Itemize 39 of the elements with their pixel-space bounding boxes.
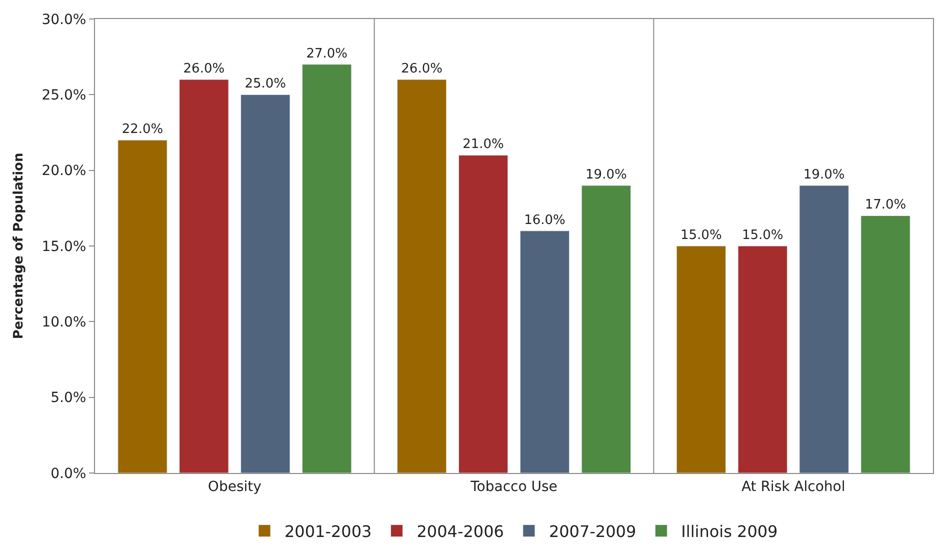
bar: [118, 140, 168, 473]
legend-label: 2004-2006: [416, 522, 504, 541]
y-tick-label: 5.0%: [50, 390, 86, 406]
data-label: 15.0%: [680, 228, 722, 243]
bar: [302, 64, 352, 473]
x-tick-label: At Risk Alcohol: [741, 478, 846, 495]
data-label: 16.0%: [524, 212, 566, 228]
bar: [179, 79, 229, 473]
bar: [581, 185, 632, 473]
y-tick-label: 20.0%: [42, 163, 86, 180]
x-tick-label: Obesity: [208, 478, 262, 495]
legend-label: Illinois 2009: [681, 522, 778, 541]
bar: [738, 246, 788, 473]
bar: [458, 154, 508, 473]
bar: [240, 94, 290, 473]
data-label: 22.0%: [122, 122, 164, 138]
y-axis-title: Percentage of Population: [12, 152, 27, 340]
data-label: 26.0%: [401, 62, 442, 77]
data-label: 15.0%: [742, 228, 784, 243]
bar: [676, 246, 726, 473]
x-tick-label: Tobacco Use: [470, 478, 558, 495]
y-tick-label: 30.0%: [42, 12, 86, 28]
bar: [520, 230, 570, 473]
data-label: 25.0%: [244, 76, 286, 92]
y-tick-label: 10.0%: [42, 314, 86, 331]
legend-label: 2007-2009: [548, 522, 636, 541]
legend-label: 2001-2003: [284, 522, 372, 541]
y-tick-label: 25.0%: [42, 88, 86, 104]
data-label: 17.0%: [864, 198, 906, 213]
data-label: 19.0%: [586, 167, 627, 182]
data-label: 19.0%: [803, 167, 845, 182]
y-tick-label: 0.0%: [50, 466, 86, 482]
y-tick-label: 15.0%: [42, 238, 86, 255]
data-label: 26.0%: [183, 62, 225, 77]
bar: [799, 185, 849, 473]
bar: [860, 215, 910, 473]
data-label: 27.0%: [306, 46, 348, 62]
data-label: 21.0%: [462, 137, 504, 152]
bar: [396, 79, 447, 473]
